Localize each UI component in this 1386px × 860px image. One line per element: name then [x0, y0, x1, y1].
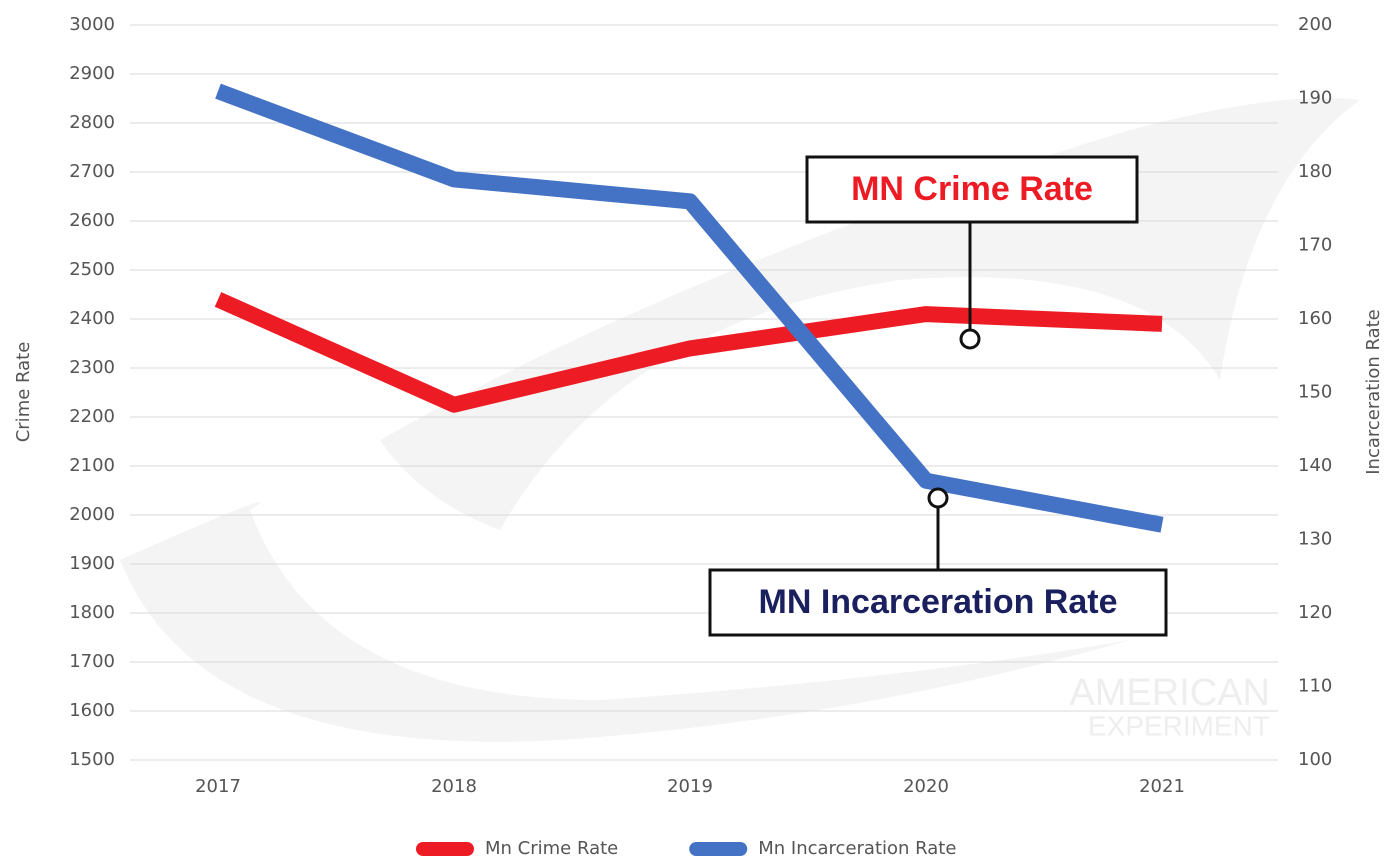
y-tick-label: 3000: [69, 14, 115, 35]
y-tick-label: 2300: [69, 357, 115, 378]
y-tick-label: 1800: [69, 602, 115, 623]
y-axis-label: Crime Rate: [13, 342, 34, 443]
y2-tick-label: 140: [1298, 455, 1332, 476]
x-tick-label: 2017: [195, 776, 241, 797]
y-tick-label: 2000: [69, 504, 115, 525]
y-tick-label: 2700: [69, 161, 115, 182]
watermark-text: AMERICAN: [1069, 672, 1270, 714]
y-tick-label: 2900: [69, 63, 115, 84]
annotation-box: [708, 568, 1168, 637]
x-tick-label: 2020: [903, 776, 949, 797]
series-line: [215, 83, 1164, 533]
y-tick-label: 2400: [69, 308, 115, 329]
y-tick-label: 1600: [69, 700, 115, 721]
annotation-marker: [959, 328, 981, 350]
y2-tick-label: 100: [1298, 749, 1332, 770]
y2-tick-label: 160: [1298, 308, 1332, 329]
x-tick-label: 2021: [1139, 776, 1185, 797]
watermark-text: EXPERIMENT: [1088, 710, 1270, 741]
watermark-swoosh: [120, 98, 1360, 742]
y-tick-label: 1900: [69, 553, 115, 574]
x-tick-label: 2019: [667, 776, 713, 797]
legend-label: Mn Crime Rate: [485, 838, 618, 859]
y-tick-label: 2100: [69, 455, 115, 476]
y-tick-label: 2800: [69, 112, 115, 133]
annotation-marker: [927, 487, 949, 509]
annotation-text: MN Crime Rate: [851, 170, 1093, 208]
series-line: [214, 292, 1163, 413]
y2-tick-label: 180: [1298, 161, 1332, 182]
y-tick-label: 2600: [69, 210, 115, 231]
y2-tick-label: 120: [1298, 602, 1332, 623]
y-tick-label: 2500: [69, 259, 115, 280]
annotation-text: MN Incarceration Rate: [759, 583, 1118, 621]
legend-label: Mn Incarceration Rate: [758, 838, 956, 859]
x-tick-label: 2018: [431, 776, 477, 797]
y2-tick-label: 130: [1298, 529, 1332, 550]
y2-tick-label: 150: [1298, 382, 1332, 403]
y2-axis-label: Incarceration Rate: [1363, 309, 1384, 475]
y2-tick-label: 200: [1298, 14, 1332, 35]
y2-tick-label: 110: [1298, 676, 1332, 697]
y-tick-label: 2200: [69, 406, 115, 427]
y-tick-label: 1500: [69, 749, 115, 770]
y-tick-label: 1700: [69, 651, 115, 672]
y2-tick-label: 170: [1298, 235, 1332, 256]
y2-tick-label: 190: [1298, 88, 1332, 109]
annotation-box: [805, 155, 1139, 224]
